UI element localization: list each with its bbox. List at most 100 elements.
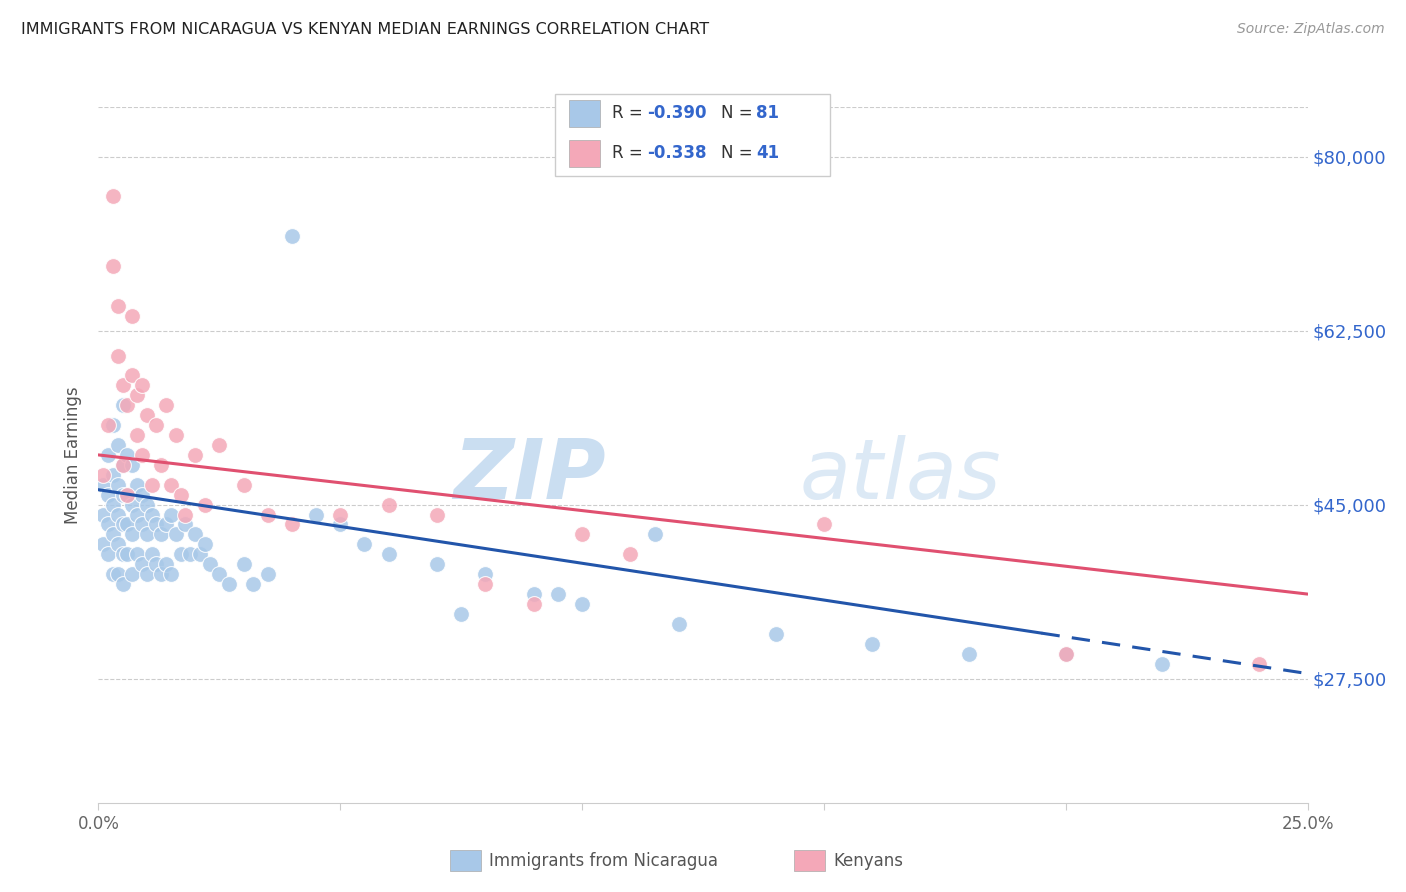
Text: 81: 81	[756, 104, 779, 122]
Text: ZIP: ZIP	[454, 435, 606, 516]
Point	[1152, 657, 1174, 671]
Point	[91, 537, 114, 551]
Point	[111, 378, 134, 392]
Point	[1249, 657, 1271, 671]
Point	[107, 567, 129, 582]
Point	[232, 477, 254, 491]
Point	[198, 558, 221, 572]
Point	[377, 498, 399, 512]
Point	[329, 508, 352, 522]
Point	[121, 309, 143, 323]
Point	[101, 418, 124, 433]
Point	[121, 498, 143, 512]
Point	[111, 458, 134, 472]
Point	[145, 517, 167, 532]
Point	[117, 488, 139, 502]
Point	[377, 547, 399, 561]
Point	[101, 498, 124, 512]
Point	[194, 537, 217, 551]
Point	[111, 547, 134, 561]
Point	[91, 477, 114, 491]
Point	[107, 508, 129, 522]
Point	[91, 467, 114, 482]
Point	[101, 527, 124, 541]
Point	[242, 577, 264, 591]
Point	[131, 517, 153, 532]
Point	[97, 517, 120, 532]
Point	[127, 388, 149, 402]
Point	[188, 547, 211, 561]
Point	[1054, 647, 1077, 661]
Point	[179, 547, 201, 561]
Point	[127, 508, 149, 522]
Text: atlas: atlas	[800, 435, 1001, 516]
Point	[91, 508, 114, 522]
Point	[860, 637, 883, 651]
Point	[353, 537, 375, 551]
Point	[155, 517, 177, 532]
Text: Immigrants from Nicaragua: Immigrants from Nicaragua	[489, 852, 718, 870]
Point	[121, 567, 143, 582]
Text: Kenyans: Kenyans	[834, 852, 904, 870]
Point	[117, 448, 139, 462]
Point	[169, 488, 191, 502]
Point	[141, 477, 163, 491]
Point	[813, 517, 835, 532]
Point	[145, 558, 167, 572]
Text: 41: 41	[756, 145, 779, 162]
Point	[141, 547, 163, 561]
Point	[127, 428, 149, 442]
Point	[619, 547, 641, 561]
Point	[281, 517, 304, 532]
Point	[474, 577, 496, 591]
Point	[957, 647, 980, 661]
Point	[160, 477, 183, 491]
Point	[135, 408, 157, 422]
Point	[523, 597, 546, 611]
Point	[150, 527, 173, 541]
Point	[668, 616, 690, 631]
Point	[232, 558, 254, 572]
Point	[101, 567, 124, 582]
Text: R =: R =	[612, 145, 648, 162]
Point	[111, 577, 134, 591]
Point	[107, 537, 129, 551]
Point	[127, 547, 149, 561]
Point	[135, 567, 157, 582]
Point	[208, 438, 231, 452]
Text: -0.390: -0.390	[647, 104, 706, 122]
Point	[450, 607, 472, 621]
Point	[169, 547, 191, 561]
Point	[131, 558, 153, 572]
Point	[1054, 647, 1077, 661]
Point	[426, 558, 449, 572]
Point	[155, 558, 177, 572]
Point	[329, 517, 352, 532]
Point	[117, 517, 139, 532]
Point	[121, 458, 143, 472]
Text: Source: ZipAtlas.com: Source: ZipAtlas.com	[1237, 22, 1385, 37]
Text: R =: R =	[612, 104, 648, 122]
Text: N =: N =	[721, 145, 758, 162]
Point	[101, 467, 124, 482]
Point	[160, 567, 183, 582]
Point	[160, 508, 183, 522]
Point	[131, 448, 153, 462]
Point	[281, 229, 304, 244]
Point	[97, 448, 120, 462]
Point	[131, 488, 153, 502]
Point	[547, 587, 569, 601]
Point	[256, 508, 278, 522]
Point	[165, 428, 187, 442]
Point	[150, 567, 173, 582]
Point	[155, 398, 177, 412]
Point	[107, 477, 129, 491]
Point	[184, 527, 207, 541]
Point	[111, 398, 134, 412]
Point	[101, 189, 124, 203]
Text: N =: N =	[721, 104, 758, 122]
Text: -0.338: -0.338	[647, 145, 706, 162]
Point	[571, 527, 593, 541]
Point	[305, 508, 328, 522]
Point	[111, 458, 134, 472]
